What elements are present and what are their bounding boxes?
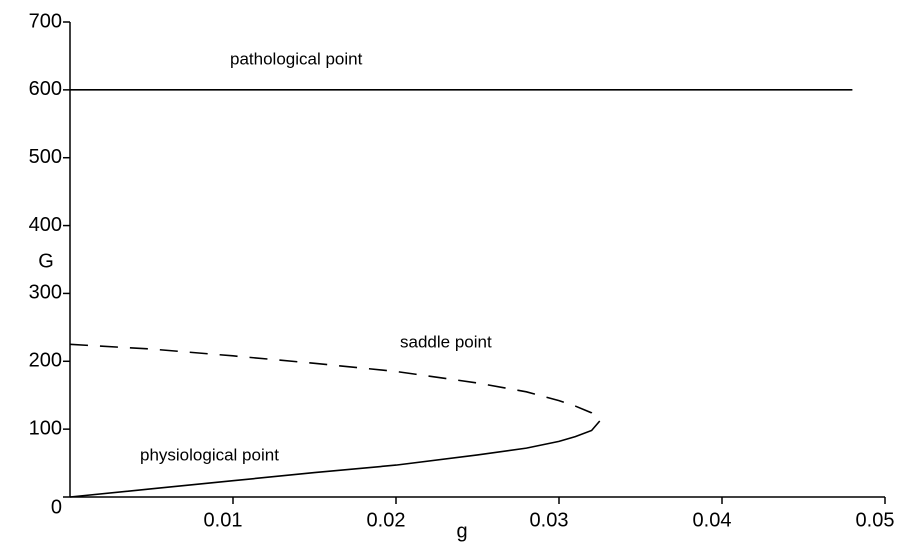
x-axis-label: g <box>456 520 467 542</box>
series-label: physiological point <box>140 445 279 464</box>
x-tick-label: 0.03 <box>530 509 569 531</box>
y-axis-label: G <box>38 250 54 272</box>
x-tick-label: 0.04 <box>693 509 732 531</box>
curve <box>69 420 601 498</box>
x-tick-label: 0.02 <box>367 509 406 531</box>
y-tick-label: 100 <box>29 417 62 439</box>
y-tick-label: 0 <box>51 496 62 518</box>
curve <box>69 343 601 422</box>
x-tick-label: 0.05 <box>856 509 895 531</box>
y-tick-label: 300 <box>29 282 62 304</box>
series-label: saddle point <box>400 332 492 351</box>
y-tick-label: 500 <box>29 146 62 168</box>
x-tick-label: 0.01 <box>204 509 243 531</box>
y-tick-label: 400 <box>29 214 62 236</box>
y-tick-label: 700 <box>29 10 62 32</box>
y-tick-label: 200 <box>29 350 62 372</box>
series-label: pathological point <box>230 49 363 68</box>
y-tick-label: 600 <box>29 78 62 100</box>
